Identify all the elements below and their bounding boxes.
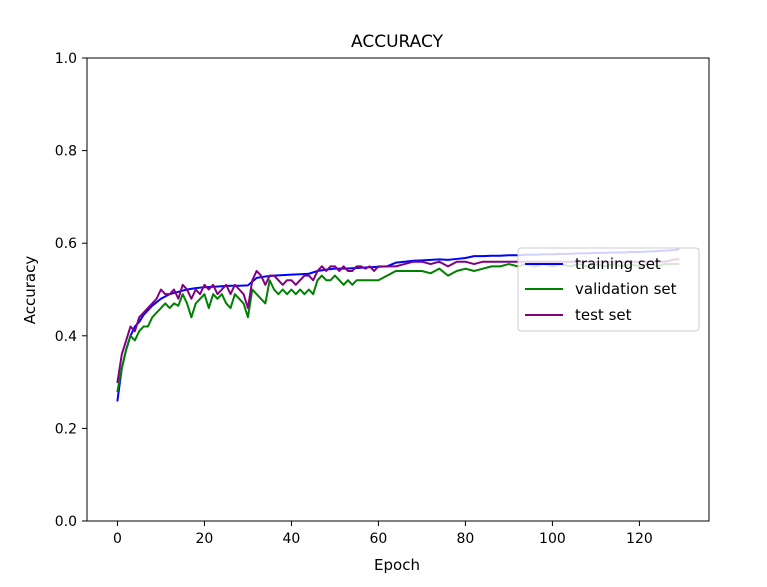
y-axis-title: Accuracy: [21, 256, 39, 325]
legend-label-test-set: test set: [575, 306, 632, 324]
x-tick-label: 80: [457, 531, 475, 547]
y-tick-label: 0.4: [55, 329, 77, 345]
y-axis-ticks: 0.0 0.2 0.4 0.6 0.8 1.0: [55, 51, 87, 530]
chart-title: ACCURACY: [351, 32, 444, 52]
x-tick-label: 20: [196, 531, 214, 547]
legend-label-training-set: training set: [575, 255, 661, 273]
y-tick-label: 1.0: [55, 51, 77, 67]
plot-area-frame: [86, 57, 710, 522]
x-tick-label: 120: [626, 531, 653, 547]
x-tick-label: 100: [539, 531, 566, 547]
y-tick-label: 0.2: [55, 421, 77, 437]
x-tick-label: 60: [370, 531, 388, 547]
x-tick-label: 0: [113, 531, 122, 547]
legend-label-validation-set: validation set: [575, 280, 677, 298]
y-tick-label: 0.8: [55, 144, 77, 160]
x-axis-title: Epoch: [374, 556, 420, 574]
x-axis-ticks: 0 20 40 60 80 100 120: [113, 521, 653, 547]
chart-legend: training set validation set test set: [517, 247, 700, 332]
x-tick-label: 40: [283, 531, 301, 547]
y-tick-label: 0.0: [55, 514, 77, 530]
y-tick-label: 0.6: [55, 236, 77, 252]
legend-box: [517, 247, 700, 332]
